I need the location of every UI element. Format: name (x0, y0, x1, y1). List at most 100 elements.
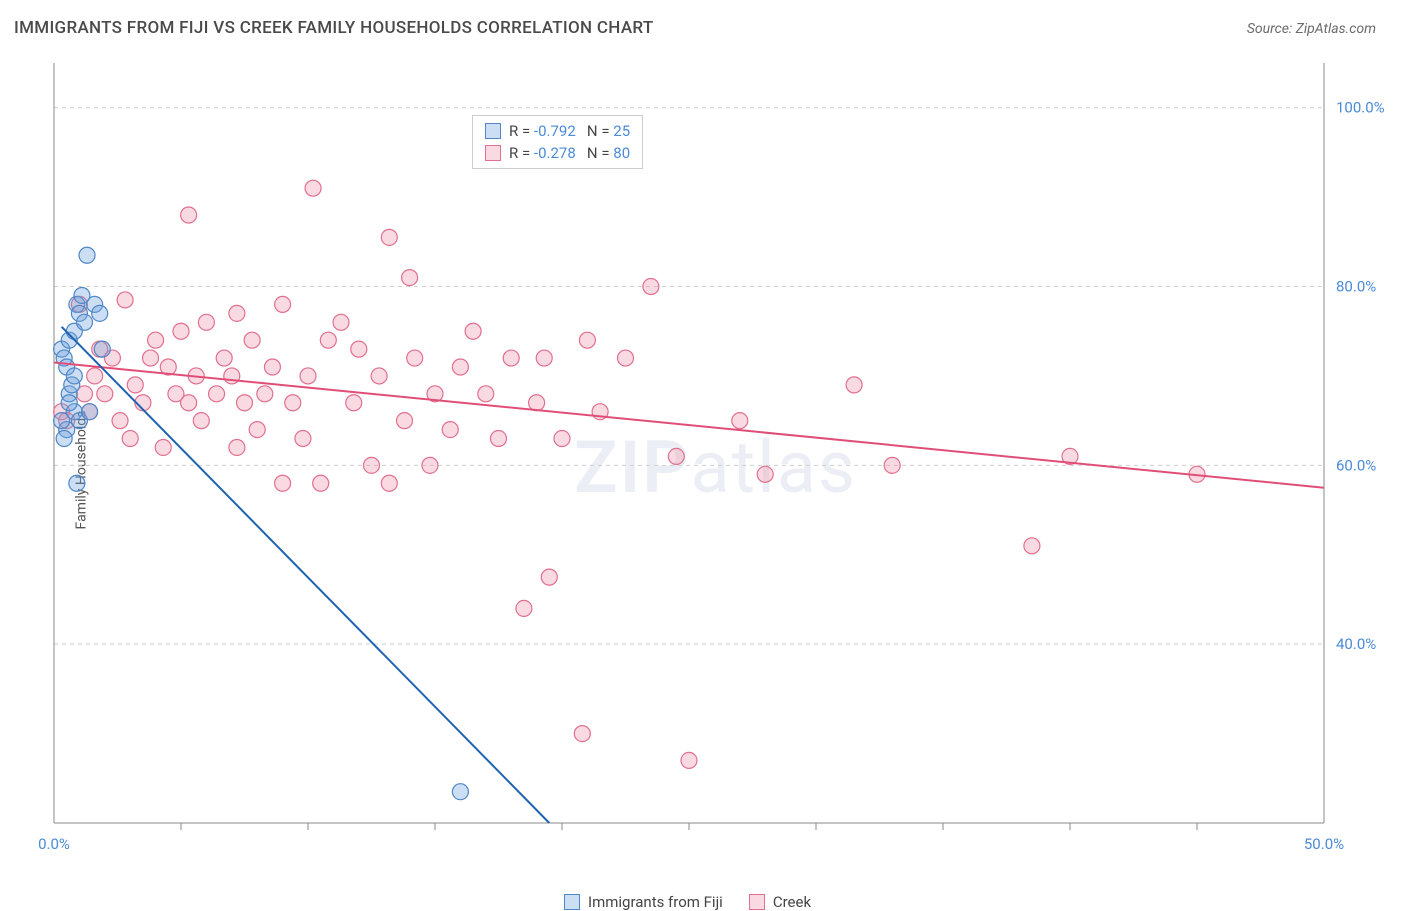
data-point (193, 413, 209, 429)
stats-row: R = -0.792 N = 25 (485, 120, 630, 142)
data-point (579, 332, 595, 348)
data-point (536, 350, 552, 366)
data-point (275, 296, 291, 312)
data-point (478, 386, 494, 402)
data-point (148, 332, 164, 348)
data-point (66, 368, 82, 384)
page-title: IMMIGRANTS FROM FIJI VS CREEK FAMILY HOU… (14, 18, 653, 38)
data-point (237, 395, 253, 411)
data-point (465, 323, 481, 339)
data-point (313, 475, 329, 491)
data-point (757, 466, 773, 482)
data-point (846, 377, 862, 393)
data-point (884, 457, 900, 473)
trend-line (54, 363, 1324, 488)
data-point (1024, 538, 1040, 554)
data-point (82, 404, 98, 420)
stats-row: R = -0.278 N = 80 (485, 142, 630, 164)
stats-text: R = -0.278 N = 80 (509, 144, 630, 162)
data-point (54, 413, 70, 429)
data-point (305, 180, 321, 196)
legend-label: Immigrants from Fiji (588, 893, 723, 911)
data-point (56, 431, 72, 447)
data-point (117, 292, 133, 308)
data-point (333, 314, 349, 330)
data-point (249, 422, 265, 438)
svg-text:60.0%: 60.0% (1336, 456, 1376, 474)
data-point (275, 475, 291, 491)
data-point (442, 422, 458, 438)
data-point (122, 431, 138, 447)
data-point (643, 279, 659, 295)
data-point (143, 350, 159, 366)
series-legend: Immigrants from Fiji Creek (564, 893, 811, 911)
data-point (516, 600, 532, 616)
data-point (257, 386, 273, 402)
svg-text:0.0%: 0.0% (38, 835, 70, 853)
data-point (381, 475, 397, 491)
data-point (529, 395, 545, 411)
svg-text:40.0%: 40.0% (1336, 635, 1376, 653)
data-point (229, 439, 245, 455)
data-point (402, 270, 418, 286)
scatter-plot: 40.0% 60.0% 80.0% 100.0% 0.0% 50.0% (14, 55, 1394, 883)
data-point (422, 457, 438, 473)
data-point (112, 413, 128, 429)
data-point (407, 350, 423, 366)
data-point (381, 229, 397, 245)
data-point (732, 413, 748, 429)
trend-line (62, 327, 550, 823)
data-point (181, 395, 197, 411)
data-point (554, 431, 570, 447)
stats-text: R = -0.792 N = 25 (509, 122, 630, 140)
data-point (452, 784, 468, 800)
data-point (198, 314, 214, 330)
data-point (264, 359, 280, 375)
data-point (127, 377, 143, 393)
svg-text:80.0%: 80.0% (1336, 278, 1376, 296)
data-point (285, 395, 301, 411)
data-point (97, 386, 113, 402)
data-point (351, 341, 367, 357)
data-point (300, 368, 316, 384)
data-point (155, 439, 171, 455)
data-point (668, 448, 684, 464)
data-point (452, 359, 468, 375)
data-point (491, 431, 507, 447)
legend-swatch (564, 894, 580, 910)
data-point (61, 395, 77, 411)
legend-label: Creek (773, 893, 811, 911)
data-point (209, 386, 225, 402)
data-point (244, 332, 260, 348)
svg-text:50.0%: 50.0% (1304, 835, 1344, 853)
data-point (69, 475, 85, 491)
data-point (87, 368, 103, 384)
data-point (346, 395, 362, 411)
legend-swatch (485, 145, 501, 161)
data-point (94, 341, 110, 357)
legend-item: Creek (749, 893, 811, 911)
legend-swatch (485, 123, 501, 139)
data-point (503, 350, 519, 366)
data-point (320, 332, 336, 348)
data-point (76, 314, 92, 330)
legend-swatch (749, 894, 765, 910)
data-point (229, 305, 245, 321)
data-point (92, 305, 108, 321)
stats-legend-box: R = -0.792 N = 25 R = -0.278 N = 80 (472, 115, 643, 169)
data-point (216, 350, 232, 366)
data-point (181, 207, 197, 223)
data-point (681, 752, 697, 768)
data-point (371, 368, 387, 384)
data-point (79, 247, 95, 263)
data-point (295, 431, 311, 447)
data-point (364, 457, 380, 473)
legend-item: Immigrants from Fiji (564, 893, 723, 911)
data-point (574, 726, 590, 742)
source-label: Source: ZipAtlas.com (1247, 21, 1376, 37)
data-point (618, 350, 634, 366)
data-point (397, 413, 413, 429)
svg-text:100.0%: 100.0% (1336, 99, 1385, 117)
chart-area: Family Households ZIPatlas 40.0%60.0%80.… (14, 55, 1394, 885)
data-point (541, 569, 557, 585)
